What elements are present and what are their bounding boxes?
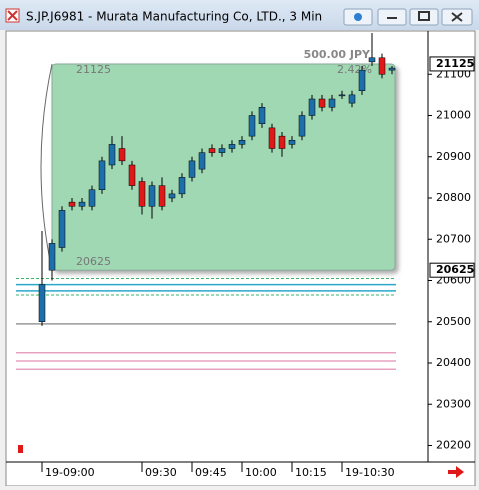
candle-body	[308, 98, 316, 116]
candle-body	[328, 98, 336, 108]
x-tick-label: 19-09:00	[45, 466, 95, 479]
candle-body	[38, 284, 46, 322]
y-tick-label: 20500	[436, 315, 471, 328]
range-high-label: 21125	[76, 63, 111, 76]
candle-body	[268, 127, 276, 149]
window-title: S.JP.J6981 - Murata Manufacturing Co, LT…	[26, 10, 322, 24]
candle-body	[68, 201, 76, 207]
candle-body	[288, 140, 296, 145]
candle-body	[108, 144, 116, 166]
candle-body	[198, 152, 206, 170]
candle-body	[58, 210, 66, 248]
y-tick-label: 20400	[436, 356, 471, 369]
range-low-label: 20625	[76, 255, 111, 268]
y-tick-label: 20700	[436, 232, 471, 245]
y-tick-label: 21000	[436, 109, 471, 122]
y-tick-label: 20900	[436, 150, 471, 163]
candle-body	[168, 193, 176, 199]
candle-body	[88, 189, 96, 207]
price-marker-box	[429, 56, 475, 72]
candle-body	[388, 67, 396, 71]
x-tick-label: 10:15	[295, 466, 327, 479]
candle-body	[238, 140, 246, 145]
candle-body	[248, 115, 256, 137]
price-marker-box	[429, 262, 475, 278]
price-marker-label: 21125	[436, 57, 474, 70]
candle-body	[48, 243, 56, 271]
x-tick-label: 19-10:30	[345, 466, 395, 479]
window-buttons[interactable]	[343, 8, 473, 26]
x-tick-label: 09:30	[145, 466, 177, 479]
candle-body	[188, 160, 196, 178]
candle-body	[98, 160, 106, 190]
candle-body	[118, 148, 126, 162]
candle-body	[138, 181, 146, 207]
candle-body	[228, 144, 236, 149]
candle-body	[358, 69, 366, 91]
candle-body	[278, 135, 286, 149]
y-tick-label: 20200	[436, 439, 471, 452]
x-tick-label: 09:45	[195, 466, 227, 479]
candle-body	[148, 185, 156, 207]
candle-body	[348, 94, 356, 104]
candle-body	[218, 148, 226, 153]
percent-text: 2.42%	[337, 63, 372, 76]
candle-body	[208, 148, 216, 153]
y-tick-label: 20800	[436, 191, 471, 204]
candle-body	[368, 57, 376, 63]
y-tick-label: 20300	[436, 397, 471, 410]
range-text: 500.00 JPY	[304, 48, 371, 61]
scroll-arrow[interactable]	[448, 466, 464, 478]
price-marker-label: 20625	[436, 263, 474, 276]
candle-body	[338, 94, 346, 97]
x-tick-label: 10:00	[245, 466, 277, 479]
range-arc	[40, 63, 53, 271]
candle-body	[298, 115, 306, 137]
candle-body	[78, 201, 86, 207]
candle-body	[378, 57, 386, 75]
candle-body	[258, 107, 266, 124]
candle-body	[178, 177, 186, 195]
candle-body	[128, 164, 136, 186]
candle-body	[158, 185, 166, 207]
marker	[18, 445, 23, 453]
candle-body	[318, 98, 326, 108]
app-icon	[5, 8, 20, 23]
